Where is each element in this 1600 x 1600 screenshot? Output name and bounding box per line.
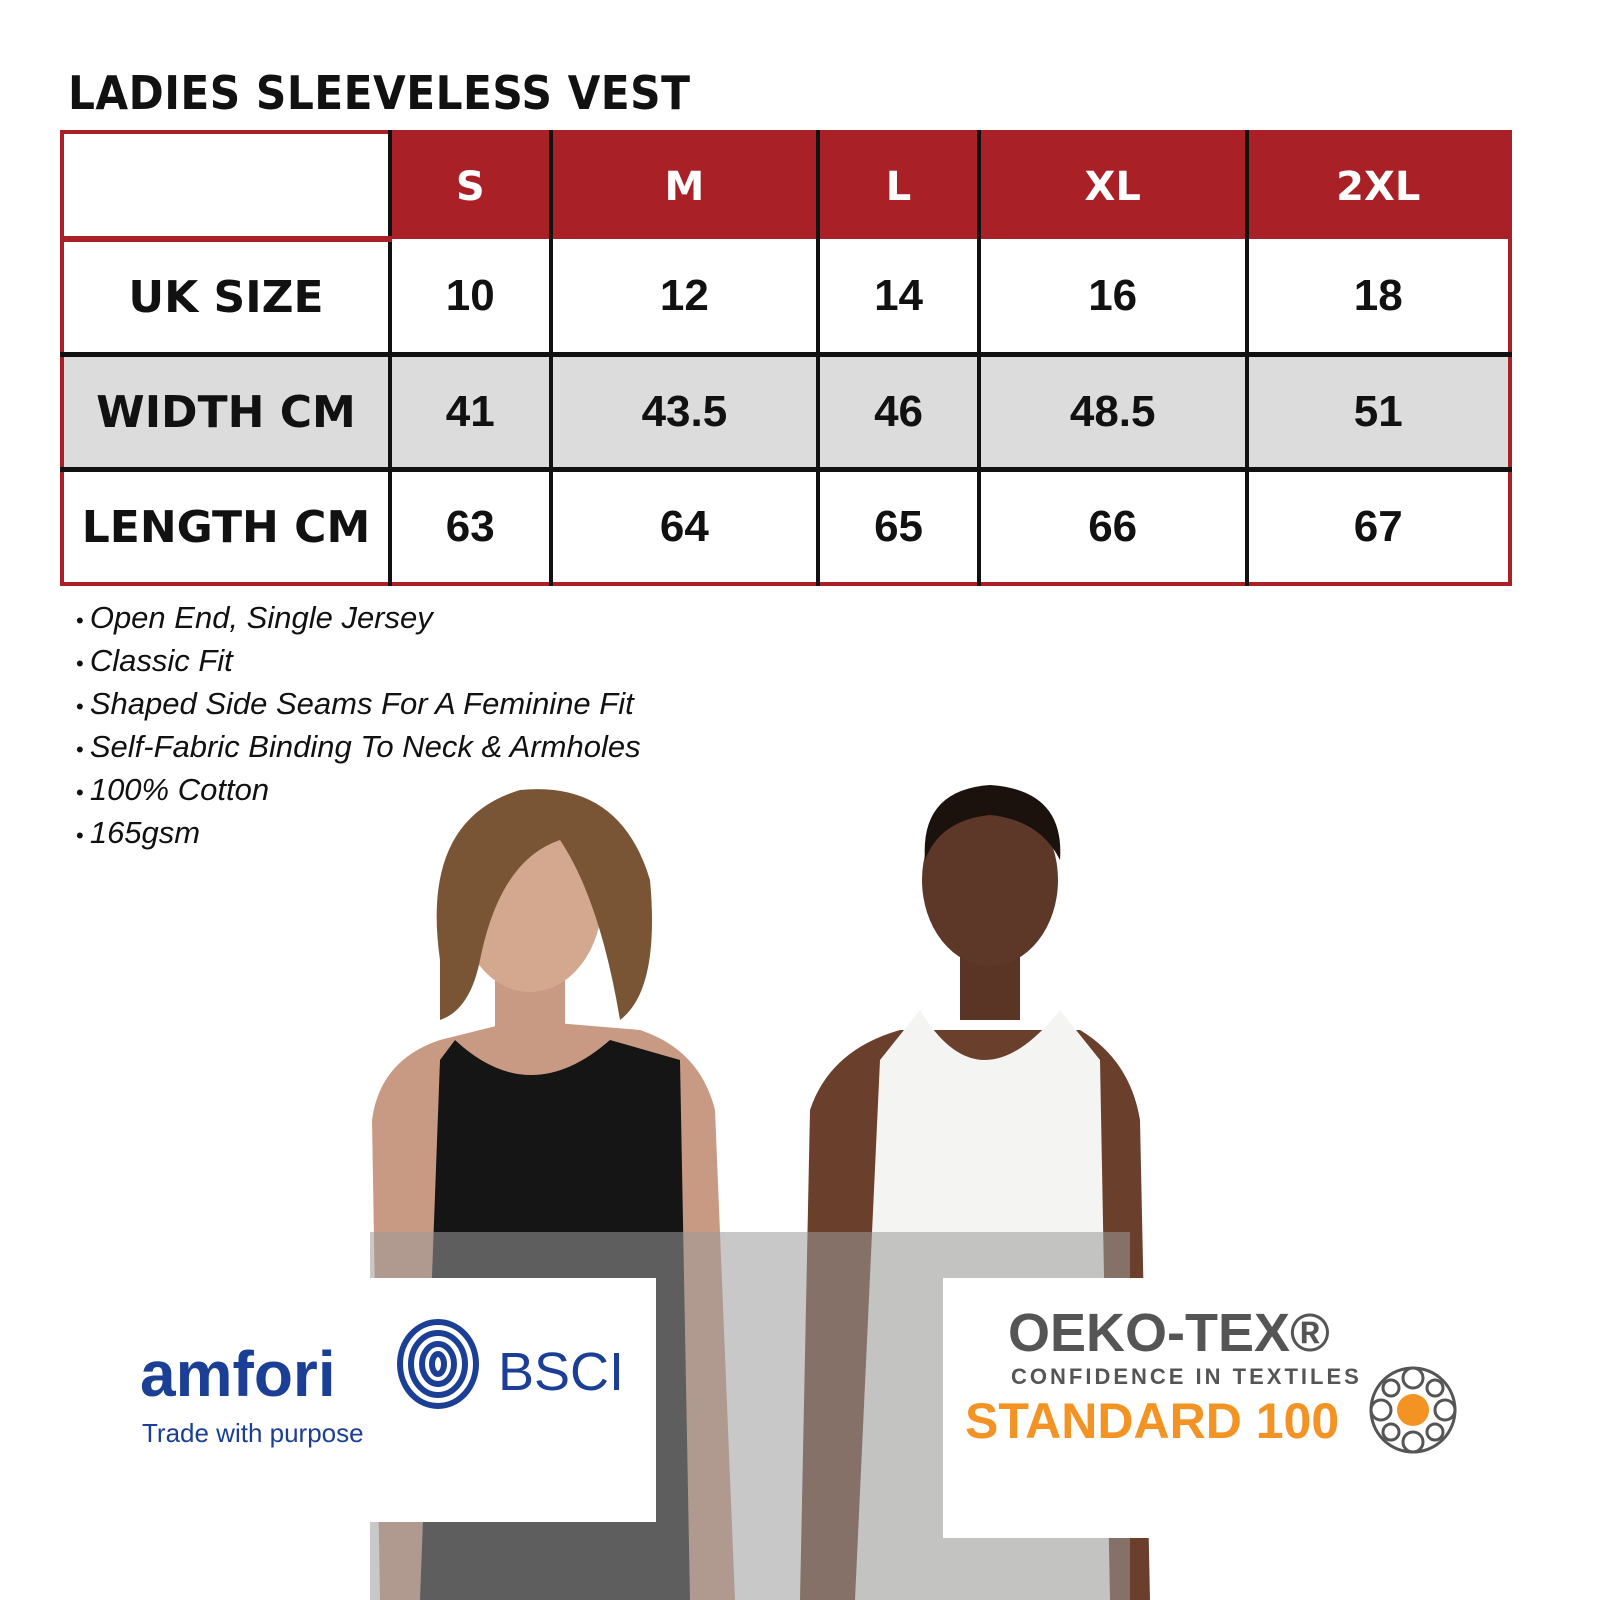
row-label: LENGTH CM	[62, 467, 390, 584]
row-label: UK SIZE	[128, 271, 324, 323]
feature-list: Open End, Single Jersey Classic Fit Shap…	[76, 598, 641, 856]
amfori-bsci-logo: amfori BSCI Trade with purpose	[100, 1278, 656, 1522]
feature-item: Self-Fabric Binding To Neck & Armholes	[76, 727, 641, 770]
feature-item: 165gsm	[76, 813, 641, 856]
amfori-wordmark: amfori	[140, 1338, 336, 1410]
feature-item: Shaped Side Seams For A Feminine Fit	[76, 684, 641, 727]
table-cell: 65	[816, 467, 979, 584]
oeko-tex-logo: OEKO-TEX® CONFIDENCE IN TEXTILES STANDAR…	[943, 1278, 1503, 1538]
table-cell: 12	[548, 239, 819, 355]
table-row-length: LENGTH CM 63 64 65 66 67	[62, 467, 1510, 584]
header-size-xl: XL	[976, 132, 1247, 239]
table-cell: 43.5	[548, 352, 819, 470]
table-cell: 51	[1244, 352, 1510, 470]
oeko-tex-globe-icon	[1369, 1366, 1457, 1454]
header-blank-cell	[62, 132, 390, 242]
amfori-tagline: Trade with purpose	[142, 1418, 364, 1448]
table-cell: 14	[816, 239, 979, 355]
table-cell: 41	[388, 352, 551, 470]
oeko-tex-subtitle: CONFIDENCE IN TEXTILES	[1011, 1364, 1362, 1389]
table-cell: 67	[1244, 467, 1510, 584]
table-cell: 66	[976, 467, 1247, 584]
page-title: LADIES SLEEVELESS VEST	[68, 66, 691, 120]
header-size-2xl: 2XL	[1244, 132, 1510, 239]
table-cell: 64	[548, 467, 819, 584]
header-size-l: L	[816, 132, 979, 239]
size-header-row: S M L XL 2XL	[62, 132, 1510, 242]
bsci-wordmark: BSCI	[498, 1342, 624, 1402]
oeko-tex-wordmark: OEKO-TEX®	[1008, 1303, 1330, 1363]
table-cell: 46	[816, 352, 979, 470]
table-row-width: WIDTH CM 41 43.5 46 48.5 51	[62, 352, 1510, 470]
table-cell: 18	[1244, 239, 1510, 355]
feature-item: 100% Cotton	[76, 770, 641, 813]
table-cell: 48.5	[976, 352, 1247, 470]
table-cell: 63	[388, 467, 551, 584]
feature-item: Open End, Single Jersey	[76, 598, 641, 641]
table-cell: 16	[976, 239, 1247, 355]
amfori-swirl-icon	[397, 1319, 479, 1409]
size-chart-table: S M L XL 2XL UK SIZE 10 12 14 16 18 WIDT…	[60, 130, 1512, 586]
feature-item: Classic Fit	[76, 641, 641, 684]
standard-100-label: STANDARD 100	[965, 1393, 1339, 1449]
table-row-uk-size: UK SIZE 10 12 14 16 18	[62, 239, 1510, 355]
header-size-m: M	[548, 132, 819, 239]
row-label: WIDTH CM	[62, 352, 390, 470]
table-cell: 10	[388, 239, 551, 355]
header-size-s: S	[388, 132, 551, 239]
